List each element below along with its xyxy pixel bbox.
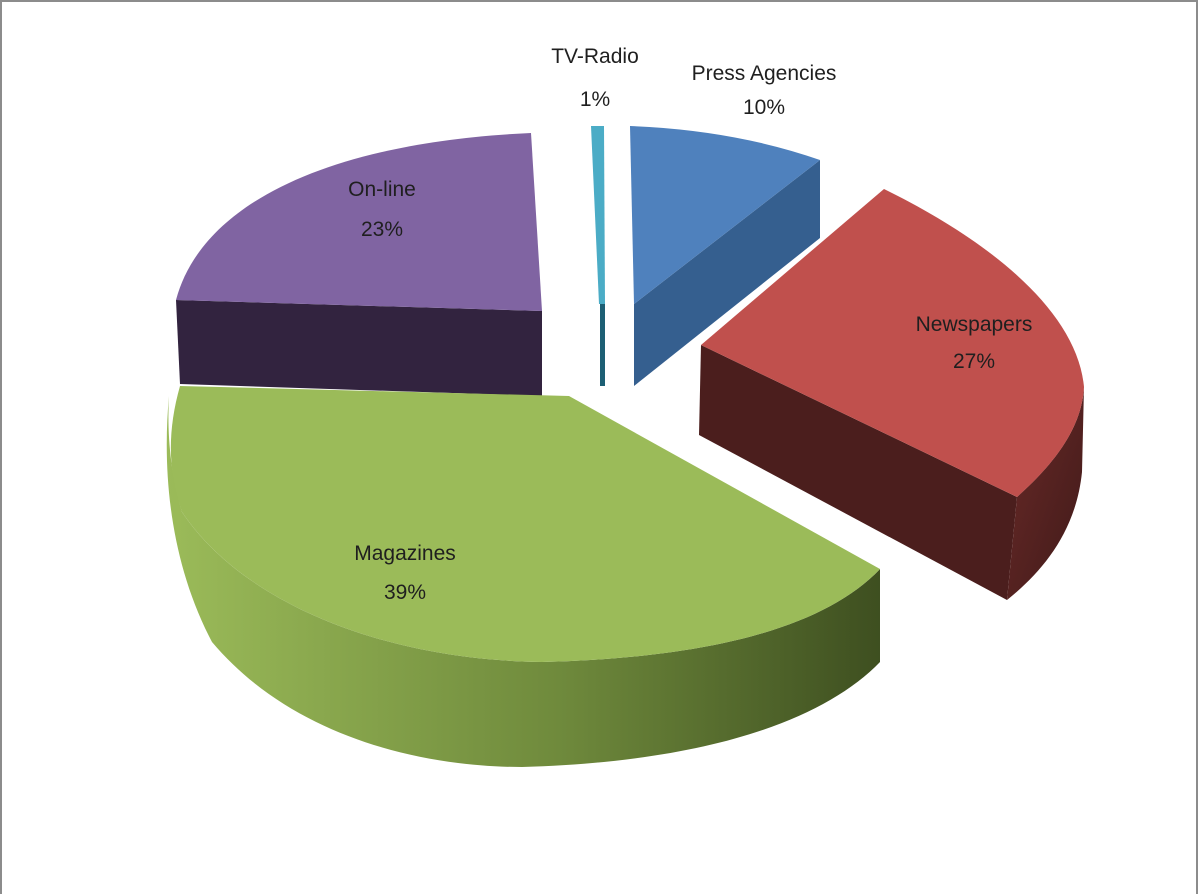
slice-label-tv-radio-value: 1% [580,88,610,111]
slice-magazines [166,386,881,767]
slice-label-press-agencies-value: 10% [743,96,785,119]
slice-on-line-top [176,133,542,311]
slice-newspapers [699,189,1084,600]
slice-label-press-agencies: Press Agencies 10% [692,62,837,119]
slice-press-agencies-top [630,126,820,304]
slice-newspapers-side-outer [1007,387,1084,600]
slice-magazines-top [170,386,881,662]
slice-tv-radio-side [600,304,605,386]
slice-on-line [176,133,542,396]
slice-label-tv-radio-name: TV-Radio [551,45,639,68]
slice-newspapers-side-left [699,345,1017,600]
slice-newspapers-top [701,189,1084,497]
slice-tv-radio-top [591,126,605,304]
slice-tv-radio [591,126,605,386]
slice-label-on-line-value: 23% [361,218,403,241]
slice-label-on-line: On-line 23% [348,178,416,241]
slice-label-magazines: Magazines 39% [354,542,456,604]
slice-label-magazines-name: Magazines [354,542,456,565]
slice-label-newspapers-value: 27% [953,350,995,373]
slice-label-tv-radio: TV-Radio 1% [551,45,639,111]
slice-label-magazines-value: 39% [384,581,426,604]
slice-label-press-agencies-name: Press Agencies [692,62,837,85]
slice-label-newspapers: Newspapers 27% [916,313,1033,373]
slice-on-line-side [176,300,542,396]
slice-press-agencies [630,126,820,386]
slice-label-newspapers-name: Newspapers [916,313,1033,336]
slice-press-agencies-side [634,160,820,386]
slice-magazines-side [166,396,881,767]
slice-label-on-line-name: On-line [348,178,416,201]
